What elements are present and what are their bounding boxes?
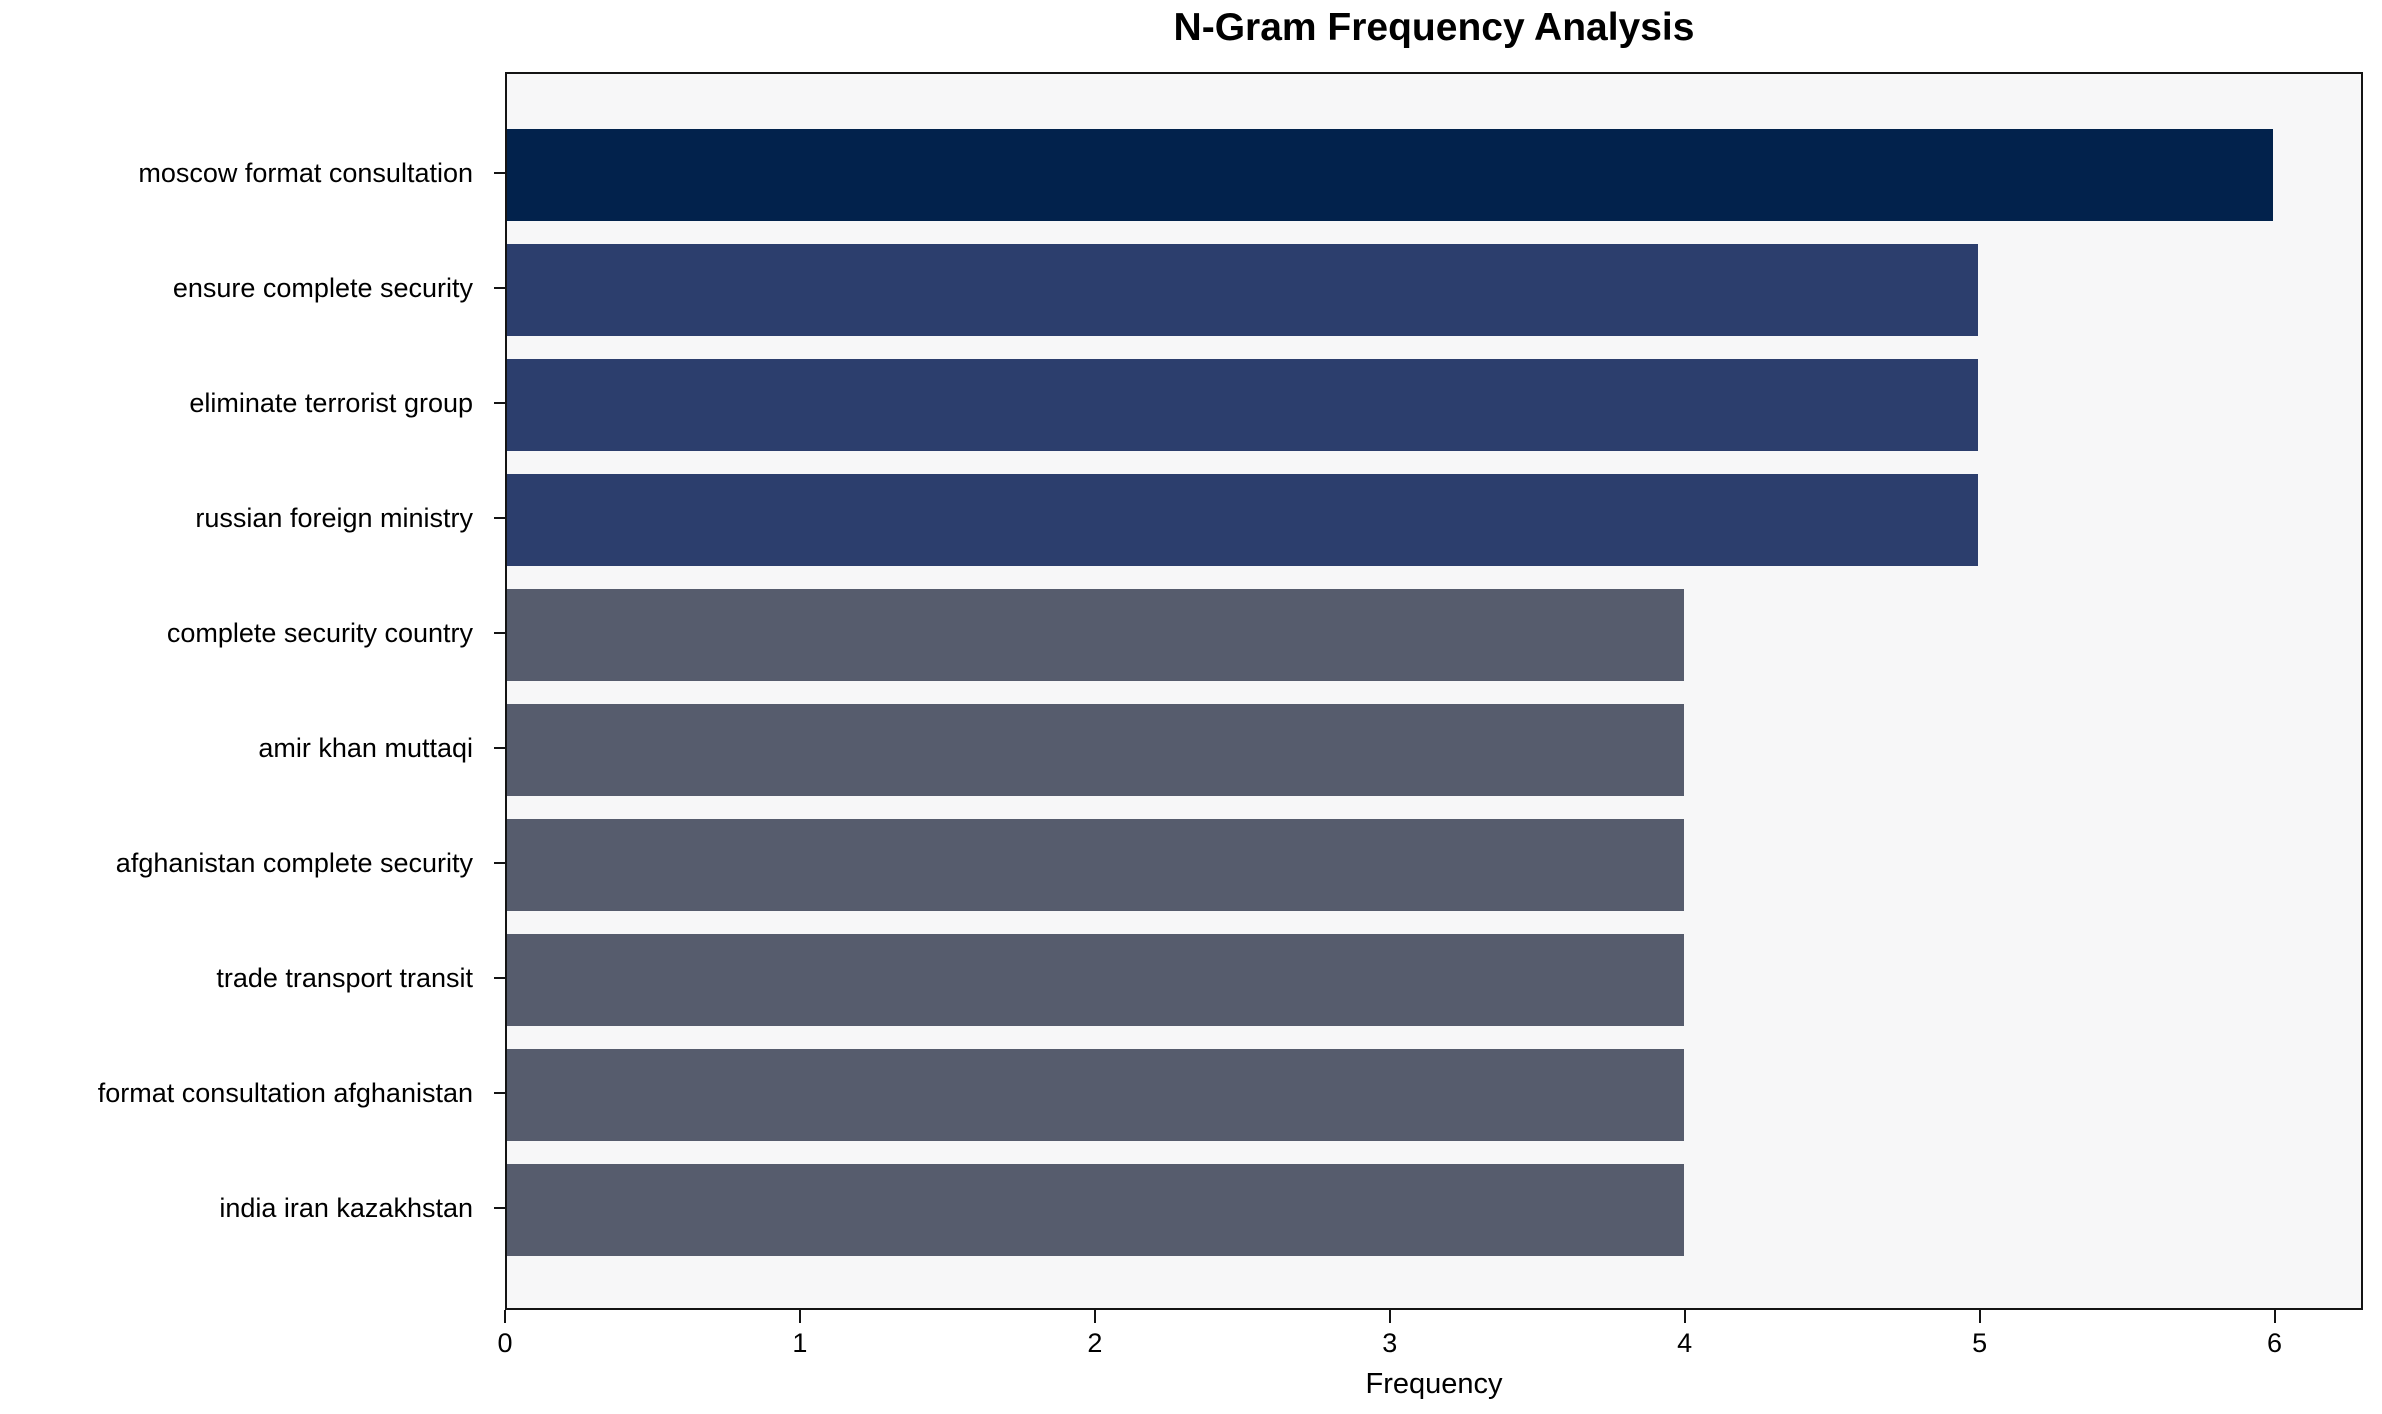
bar-eliminate-terrorist-group [507,359,1979,451]
bar-row [507,589,2361,681]
y-tick-mark [494,747,505,749]
bar-afghanistan-complete-security [507,819,1685,911]
y-tick-mark [494,287,505,289]
x-tick-mark [798,1310,801,1323]
y-tick-mark [494,172,505,174]
y-tick-label: complete security country [166,618,473,648]
x-tick-label: 2 [1087,1328,1103,1358]
y-axis: moscow format consultation ensure complet… [0,72,489,1310]
x-tick-label: 0 [497,1328,513,1358]
y-tick-label: amir khan muttaqi [258,733,473,763]
bar-russian-foreign-ministry [507,474,1979,566]
bar-row [507,474,2361,566]
bar-complete-security-country [507,589,1685,681]
y-tick-mark [494,1207,505,1209]
bar-format-consultation-afghanistan [507,1049,1685,1141]
x-tick-mark [1388,1310,1391,1323]
x-tick-label: 4 [1677,1328,1693,1358]
x-tick-mark [2273,1310,2276,1323]
bar-row [507,704,2361,796]
y-tick-label: eliminate terrorist group [189,388,473,418]
x-tick-mark [504,1310,506,1323]
x-axis-label: Frequency [1365,1368,1503,1400]
chart-title: N-Gram Frequency Analysis [1173,6,1695,49]
bar-row [507,819,2361,911]
y-tick-mark [494,862,505,864]
y-tick-label: russian foreign ministry [195,503,473,533]
x-tick-label: 6 [2267,1328,2283,1358]
bar-row [507,1164,2361,1256]
y-tick-label: ensure complete security [172,273,473,303]
x-tick-label: 1 [792,1328,808,1358]
bar-india-iran-kazakhstan [507,1164,1685,1256]
y-tick-label: moscow format consultation [138,158,473,188]
y-tick-mark [494,402,505,404]
bar-ensure-complete-security [507,244,1979,336]
y-tick-label: india iran kazakhstan [219,1193,473,1223]
x-tick-mark [1978,1310,1981,1323]
x-tick-label: 3 [1382,1328,1398,1358]
y-tick-label: format consultation afghanistan [97,1078,473,1108]
bar-trade-transport-transit [507,934,1685,1026]
bar-moscow-format-consultation [507,129,2273,221]
bar-row [507,244,2361,336]
y-tick-label: trade transport transit [216,963,473,993]
bar-amir-khan-muttaqi [507,704,1685,796]
bar-row [507,359,2361,451]
y-tick-mark [494,1092,505,1094]
bar-row [507,1049,2361,1141]
x-tick-label: 5 [1972,1328,1988,1358]
plot-area [505,72,2363,1310]
y-tick-label: afghanistan complete security [115,848,473,878]
bar-row [507,934,2361,1026]
x-tick-mark [1093,1310,1096,1323]
y-tick-mark [494,977,505,979]
x-tick-mark [1683,1310,1686,1323]
y-tick-mark [494,632,505,634]
bar-row [507,129,2361,221]
y-tick-mark [494,517,505,519]
